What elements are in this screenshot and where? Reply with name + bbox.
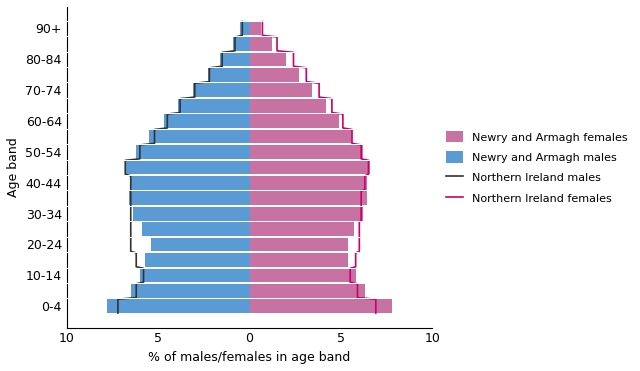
Bar xyxy=(250,99,326,112)
Bar xyxy=(250,52,286,66)
Bar xyxy=(164,114,250,128)
Bar xyxy=(250,237,348,252)
Bar xyxy=(250,83,312,97)
Bar xyxy=(250,268,356,282)
Bar xyxy=(250,129,352,143)
Y-axis label: Age band: Age band xyxy=(7,137,20,197)
Bar xyxy=(250,176,367,190)
Bar xyxy=(241,22,250,35)
Bar xyxy=(129,191,250,205)
Bar xyxy=(179,99,250,112)
Bar xyxy=(250,222,354,236)
Bar xyxy=(193,83,250,97)
Bar xyxy=(132,207,250,220)
Bar xyxy=(250,191,367,205)
Bar xyxy=(107,299,250,313)
Bar xyxy=(151,237,250,252)
Bar xyxy=(131,176,250,190)
Bar xyxy=(125,160,250,174)
Bar xyxy=(207,68,250,82)
Bar xyxy=(220,52,250,66)
Bar xyxy=(250,145,363,159)
Bar xyxy=(149,129,250,143)
Bar xyxy=(250,207,363,220)
Bar xyxy=(250,22,260,35)
Bar xyxy=(141,222,250,236)
Bar xyxy=(250,68,299,82)
Bar xyxy=(250,160,371,174)
Bar xyxy=(250,114,339,128)
Bar xyxy=(136,145,250,159)
Bar xyxy=(250,284,365,298)
Bar xyxy=(140,268,250,282)
Bar xyxy=(250,37,271,51)
Bar xyxy=(250,253,348,267)
Bar xyxy=(145,253,250,267)
Bar xyxy=(250,299,392,313)
Bar xyxy=(131,284,250,298)
Legend: Newry and Armagh females, Newry and Armagh males, Northern Ireland males, Northe: Newry and Armagh females, Newry and Arma… xyxy=(442,127,632,208)
Bar xyxy=(233,37,250,51)
X-axis label: % of males/females in age band: % of males/females in age band xyxy=(148,351,351,364)
